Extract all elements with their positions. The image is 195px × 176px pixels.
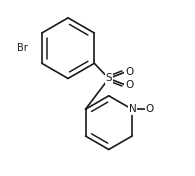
Text: Br: Br: [17, 43, 28, 53]
Text: N: N: [129, 104, 137, 114]
Text: S: S: [105, 73, 112, 83]
Text: O: O: [125, 80, 133, 90]
Text: O: O: [125, 67, 133, 77]
Text: O: O: [146, 104, 154, 114]
